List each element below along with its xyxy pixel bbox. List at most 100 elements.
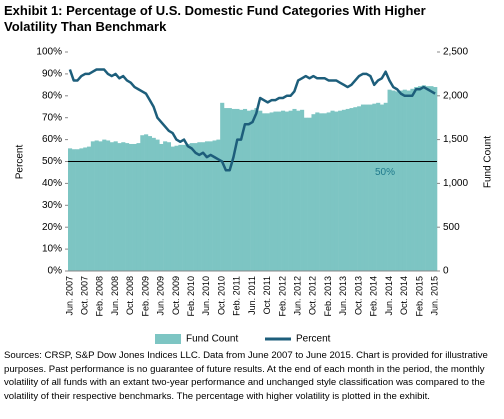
y-tick-label: 90% xyxy=(42,69,62,80)
bar xyxy=(216,139,221,271)
bar xyxy=(334,111,339,272)
bar xyxy=(163,141,168,271)
bar xyxy=(227,108,232,272)
bar xyxy=(68,148,73,271)
bar xyxy=(242,108,248,271)
bar xyxy=(360,104,366,271)
y-tick-label: 0% xyxy=(48,266,63,277)
x-tick-label: Feb. 2011 xyxy=(232,276,242,316)
x-tick-label: Oct. 2012 xyxy=(308,276,318,315)
bar xyxy=(208,141,213,271)
x-tick-label: Oct. 2008 xyxy=(125,276,135,315)
y2-tick-label: 2,500 xyxy=(443,47,468,58)
y-tick-label: 10% xyxy=(42,244,62,255)
bar xyxy=(353,107,358,271)
x-tick-label: Jun. 2009 xyxy=(156,276,166,316)
bar xyxy=(159,143,164,271)
x-tick-label: Jun. 2008 xyxy=(110,276,120,316)
bar xyxy=(338,110,343,271)
bar xyxy=(87,146,92,271)
bar xyxy=(83,147,88,271)
bar xyxy=(201,142,206,271)
y2-tick-label: 2,000 xyxy=(443,90,468,101)
x-tick-label: Feb. 2010 xyxy=(186,276,196,317)
bar xyxy=(239,109,244,271)
bar xyxy=(136,143,141,271)
bar xyxy=(417,86,423,271)
bar xyxy=(311,114,316,271)
bar xyxy=(144,134,149,271)
y-tick-label: 70% xyxy=(42,112,62,123)
bar xyxy=(326,112,331,271)
bar xyxy=(330,110,335,271)
bar xyxy=(433,87,438,271)
bar xyxy=(98,141,103,271)
source-note: Sources: CRSP, S&P Dow Jones Indices LLC… xyxy=(4,350,488,402)
bar xyxy=(174,145,179,271)
bar xyxy=(391,90,396,271)
bar xyxy=(204,141,210,271)
bar xyxy=(117,143,122,271)
bar xyxy=(414,87,419,271)
bar xyxy=(121,142,126,271)
bar xyxy=(357,106,362,271)
bar xyxy=(345,108,350,271)
bar xyxy=(368,104,373,271)
bar xyxy=(106,140,111,271)
bar xyxy=(79,148,84,271)
bar xyxy=(341,109,347,271)
bar xyxy=(300,109,305,271)
bar xyxy=(140,135,145,271)
bar xyxy=(212,140,217,271)
legend-label: Percent xyxy=(296,334,331,345)
bar xyxy=(277,111,282,272)
bar xyxy=(307,117,312,271)
bar xyxy=(170,146,175,271)
bar xyxy=(182,144,187,271)
bar xyxy=(151,137,156,271)
x-tick-label: Feb. 2009 xyxy=(140,276,150,317)
bar xyxy=(262,113,267,271)
bar xyxy=(147,136,152,271)
x-tick-label: Oct. 2011 xyxy=(262,276,272,314)
x-tick-label: Jun. 2011 xyxy=(247,276,257,315)
bar xyxy=(246,110,251,271)
x-tick-label: Feb. 2015 xyxy=(414,276,424,317)
bar xyxy=(189,143,194,271)
x-tick-label: Jun. 2013 xyxy=(338,276,348,316)
reference-label: 50% xyxy=(375,167,395,178)
y2-tick-label: 1,000 xyxy=(443,178,468,189)
bar xyxy=(155,139,160,271)
x-tick-label: Feb. 2013 xyxy=(323,276,333,317)
bar xyxy=(349,108,354,272)
bar xyxy=(402,89,407,271)
bar xyxy=(132,143,137,271)
bar xyxy=(113,141,118,271)
bar xyxy=(71,149,76,271)
y-tick-label: 80% xyxy=(42,90,62,101)
x-tick-label: Jun. 2014 xyxy=(384,276,394,316)
bar xyxy=(322,113,327,271)
bar xyxy=(379,104,385,271)
x-tick-label: Oct. 2014 xyxy=(399,276,409,315)
bar xyxy=(250,109,255,271)
bar xyxy=(178,144,183,271)
y-axis-label: Percent xyxy=(15,145,26,180)
bar xyxy=(128,143,133,271)
bar xyxy=(185,143,191,271)
bar xyxy=(90,141,95,271)
bar xyxy=(303,117,308,271)
bar xyxy=(292,108,297,271)
bar xyxy=(284,111,289,272)
x-tick-label: Oct. 2009 xyxy=(171,276,181,315)
bar xyxy=(223,108,229,272)
bar xyxy=(387,89,392,271)
bar xyxy=(376,102,381,271)
bar xyxy=(231,108,236,271)
bar xyxy=(319,113,324,271)
x-tick-label: Feb. 2014 xyxy=(369,276,379,317)
y-tick-label: 20% xyxy=(42,222,62,233)
bar xyxy=(421,85,426,272)
legend-label: Fund Count xyxy=(186,334,238,345)
